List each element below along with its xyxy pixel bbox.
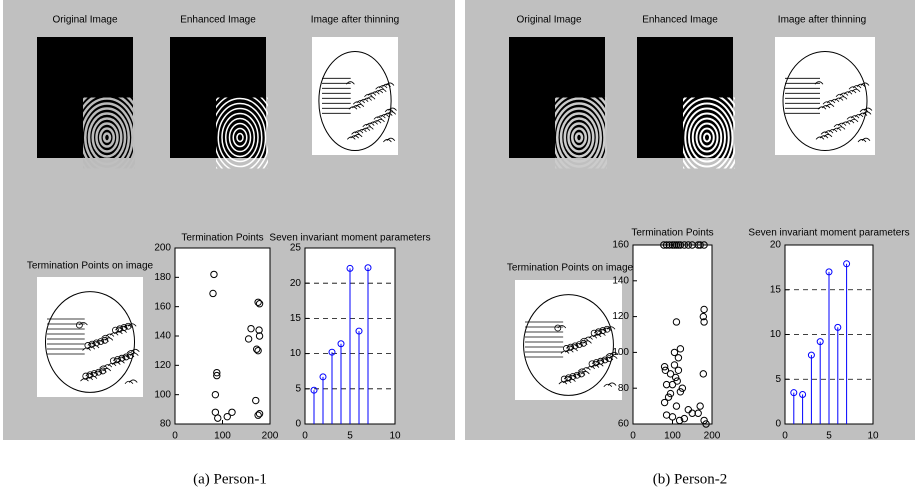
image-title: Original Image xyxy=(516,15,581,26)
caption: (b) Person-2 xyxy=(653,471,728,487)
y-tick-label: 20 xyxy=(770,240,782,251)
y-tick-label: 0 xyxy=(775,419,781,430)
y-tick-label: 160 xyxy=(612,240,629,251)
x-tick-label: 5 xyxy=(347,431,353,442)
x-tick-label: 5 xyxy=(826,431,832,442)
y-tick-label: 120 xyxy=(612,311,629,322)
y-tick-label: 15 xyxy=(290,313,302,324)
image-title: Image after thinning xyxy=(311,15,399,26)
y-tick-label: 10 xyxy=(290,348,302,359)
image-title: Enhanced Image xyxy=(642,15,718,26)
image-title: Enhanced Image xyxy=(180,15,256,26)
chart-title: Termination Points xyxy=(181,233,263,244)
image-title: Original Image xyxy=(52,15,117,26)
x-tick-label: 100 xyxy=(664,431,681,442)
image-title: Termination Points on image xyxy=(27,261,154,272)
x-tick-label: 200 xyxy=(704,431,721,442)
y-tick-label: 120 xyxy=(154,360,171,371)
x-tick-label: 10 xyxy=(867,431,879,442)
y-tick-label: 10 xyxy=(770,329,782,340)
y-tick-label: 0 xyxy=(295,419,301,430)
chart-title: Seven invariant moment parameters xyxy=(748,228,909,239)
y-tick-label: 60 xyxy=(618,419,630,430)
image xyxy=(515,280,622,400)
image-title: Image after thinning xyxy=(778,15,866,26)
image-title: Termination Points on image xyxy=(507,263,634,274)
chart-title: Termination Points xyxy=(631,228,713,239)
x-tick-label: 100 xyxy=(214,431,231,442)
y-tick-label: 80 xyxy=(618,383,630,394)
y-tick-label: 80 xyxy=(160,419,172,430)
y-tick-label: 140 xyxy=(154,331,171,342)
y-tick-label: 5 xyxy=(295,383,301,394)
figure: Original Image Enhanced Image Image afte… xyxy=(0,0,917,498)
y-tick-label: 25 xyxy=(290,243,302,254)
y-tick-label: 5 xyxy=(775,374,781,385)
x-tick-label: 0 xyxy=(172,431,178,442)
y-tick-label: 15 xyxy=(770,284,782,295)
y-tick-label: 180 xyxy=(154,272,171,283)
y-tick-label: 100 xyxy=(612,347,629,358)
x-tick-label: 10 xyxy=(389,431,401,442)
x-tick-label: 0 xyxy=(302,431,308,442)
x-tick-label: 0 xyxy=(782,431,788,442)
plot-area xyxy=(633,245,712,424)
y-tick-label: 200 xyxy=(154,243,171,254)
y-tick-label: 100 xyxy=(154,389,171,400)
image xyxy=(775,37,875,155)
caption: (a) Person-1 xyxy=(193,471,267,487)
x-tick-label: 200 xyxy=(262,431,279,442)
y-tick-label: 140 xyxy=(612,275,629,286)
x-tick-label: 0 xyxy=(630,431,636,442)
image xyxy=(312,37,398,155)
y-tick-label: 20 xyxy=(290,278,302,289)
y-tick-label: 160 xyxy=(154,301,171,312)
page: {"panels": [ {"caption": "(a) Person-1",… xyxy=(0,0,917,498)
image xyxy=(37,277,143,397)
